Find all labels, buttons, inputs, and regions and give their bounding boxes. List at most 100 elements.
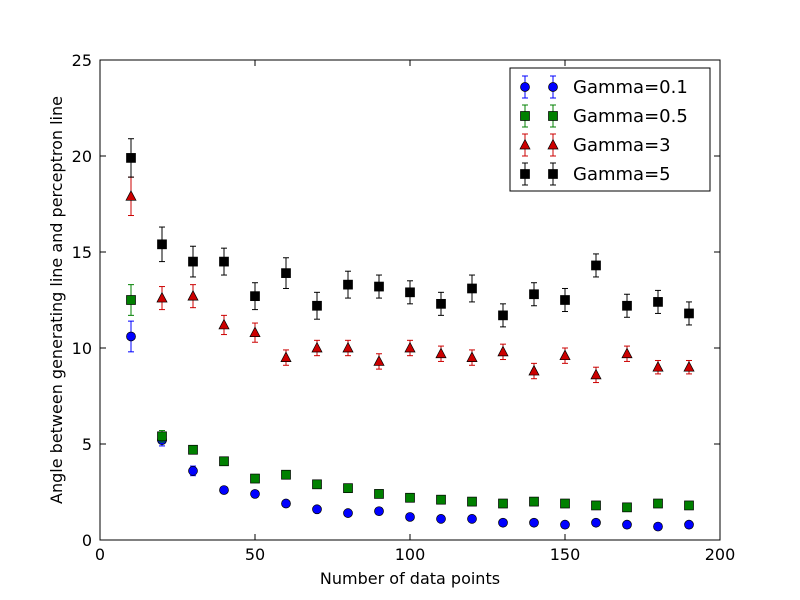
data-point: [653, 521, 663, 532]
data-point: [559, 349, 571, 361]
data-point: [528, 364, 540, 376]
x-axis-label: Number of data points: [320, 569, 500, 588]
data-point: [684, 519, 694, 530]
data-point: [188, 466, 198, 476]
data-point: [622, 519, 632, 530]
data-point: [157, 431, 167, 442]
data-point: [219, 256, 229, 267]
data-point: [249, 326, 261, 337]
data-point: [436, 298, 446, 309]
data-point: [125, 190, 137, 201]
data-point: [590, 368, 602, 380]
data-point: [342, 341, 354, 353]
data-point: [219, 456, 229, 467]
data-point: [374, 489, 384, 499]
x-tick-label: 0: [95, 545, 105, 564]
data-point: [684, 308, 694, 319]
y-tick-label: 0: [82, 531, 92, 550]
data-point: [405, 287, 415, 298]
x-tick-label: 200: [705, 545, 736, 564]
data-point: [218, 318, 230, 330]
data-point: [529, 289, 539, 300]
data-point: [560, 519, 570, 530]
data-point: [343, 279, 353, 290]
x-tick-label: 100: [395, 545, 426, 564]
data-point: [219, 485, 229, 495]
data-point: [343, 508, 353, 518]
y-tick-label: 5: [82, 435, 92, 454]
data-point: [498, 310, 508, 321]
legend-label: Gamma=3: [573, 135, 671, 156]
data-point: [652, 360, 664, 372]
data-point: [374, 506, 384, 517]
data-point: [373, 355, 385, 366]
y-tick-label: 15: [72, 243, 92, 262]
data-point: [621, 347, 633, 359]
data-point: [498, 517, 508, 528]
plot-area: [125, 138, 695, 532]
legend-entry: Gamma=3: [519, 133, 671, 157]
data-point: [622, 502, 632, 513]
data-point: [560, 498, 570, 509]
data-point: [435, 347, 447, 359]
data-point: [250, 473, 260, 484]
data-point: [187, 289, 199, 301]
data-point: [436, 514, 446, 524]
data-point: [281, 498, 291, 509]
data-point: [157, 239, 167, 250]
data-point: [250, 489, 260, 499]
data-point: [312, 479, 322, 490]
data-point: [188, 444, 198, 455]
x-tick-label: 150: [550, 545, 581, 564]
data-point: [436, 494, 446, 505]
data-point: [250, 291, 260, 302]
data-point: [497, 345, 509, 357]
data-point: [312, 300, 322, 311]
legend-marker: [547, 138, 559, 150]
y-axis-label: Angle between generating line and percep…: [47, 96, 66, 504]
legend-box: [509, 67, 711, 192]
legend-entry: Gamma=0.1: [520, 75, 688, 99]
data-point: [529, 496, 539, 507]
data-point: [404, 341, 416, 353]
data-point: [467, 283, 477, 294]
y-tick-label: 25: [72, 51, 92, 70]
data-point: [591, 260, 601, 271]
data-point: [156, 291, 168, 303]
data-point: [591, 500, 601, 511]
data-point: [622, 300, 632, 311]
legend-label: Gamma=5: [573, 164, 671, 185]
data-point: [684, 500, 694, 511]
data-point: [281, 268, 291, 278]
data-point: [653, 297, 663, 307]
legend-label: Gamma=0.1: [573, 77, 688, 98]
data-point: [312, 504, 322, 515]
data-point: [467, 514, 477, 524]
series-gamma-3: [125, 176, 695, 384]
legend-marker: [548, 82, 558, 92]
data-point: [126, 331, 136, 342]
x-tick-label: 50: [245, 545, 265, 564]
data-point: [311, 341, 323, 353]
legend-entry: Gamma=5: [520, 162, 671, 186]
data-point: [529, 517, 539, 528]
data-point: [467, 496, 477, 507]
data-point: [126, 295, 136, 305]
data-point: [653, 498, 663, 509]
legend-marker: [548, 169, 558, 179]
data-point: [280, 351, 292, 362]
data-point: [374, 281, 384, 292]
legend-marker: [519, 138, 531, 150]
legend-marker: [520, 111, 530, 121]
series-gamma-5: [126, 138, 694, 328]
legend-marker: [520, 82, 530, 92]
legend-marker: [520, 169, 530, 179]
data-point: [188, 256, 198, 267]
y-tick-label: 20: [72, 147, 92, 166]
series-gamma-0-5: [126, 284, 694, 513]
legend: Gamma=0.1 Gamma=0.5 Gamma=3 Gamma=5: [509, 67, 711, 192]
data-point: [126, 153, 136, 163]
data-point: [560, 295, 570, 305]
data-point: [405, 512, 415, 522]
